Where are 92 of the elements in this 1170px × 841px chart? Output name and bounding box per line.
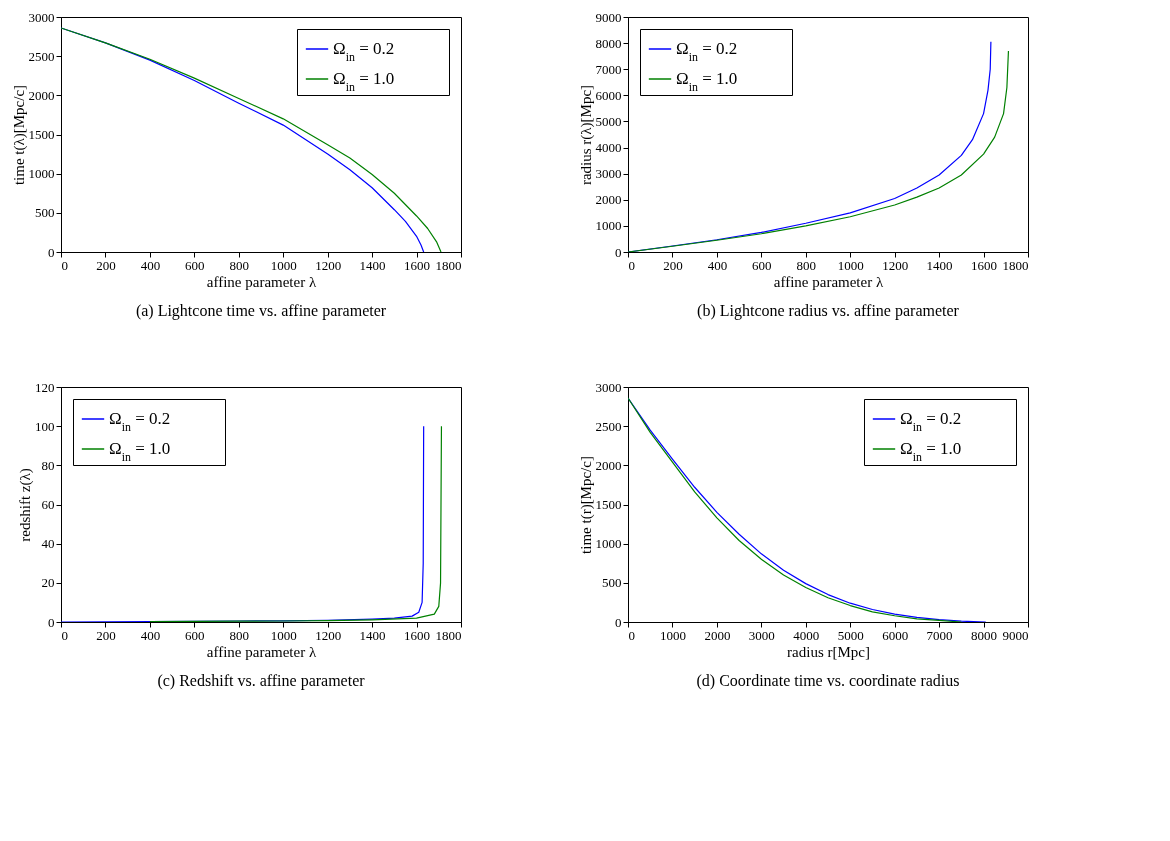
x-tick-label: 1000 [659,627,686,643]
y-tick-label: 9000 [595,9,622,25]
x-tick-label: 800 [796,257,817,273]
y-tick-label: 1000 [595,536,622,552]
x-tick-label: 600 [185,257,205,273]
y-tick-label: 1500 [595,497,622,512]
legend-label: Ω$_{in}$ = 1.0 [900,439,962,464]
x-axis-title: affine parameter λ [206,273,317,290]
x-tick-label: 2000 [704,627,731,643]
y-tick-label: 0 [615,244,622,260]
text: (b) Lightcone radius vs. affine parameter [697,302,960,320]
x-tick-label: 200 [96,257,116,273]
x-tick-label: 1800 [435,627,462,643]
legend-label: Ω$_{in}$ = 1.0 [676,69,738,94]
x-tick-label: 1600 [404,257,431,273]
x-tick-label: 200 [663,257,683,273]
x-tick-label: 7000 [926,627,953,643]
x-tick-label: 1800 [1002,257,1029,273]
x-tick-label: 6000 [882,627,909,643]
legend-label: Ω$_{in}$ = 0.2 [900,409,962,434]
x-tick-label: 1000 [270,257,297,273]
y-tick-label: 40 [41,536,55,552]
x-tick-label: 200 [96,627,116,643]
text: (d) Coordinate time vs. coordinate radius [696,672,960,690]
x-tick-label: 0 [61,627,68,643]
legend-label: Ω$_{in}$ = 0.2 [333,39,395,64]
x-tick-label: 1200 [315,627,342,643]
y-tick-label: 2500 [595,418,622,434]
x-tick-label: 600 [185,627,205,643]
y-tick-label: 2000 [595,457,622,473]
y-tick-label: 3000 [28,9,55,25]
x-tick-label: 800 [229,257,250,273]
x-tick-label: 600 [752,257,772,273]
y-tick-label: 2000 [28,87,55,103]
y-tick-label: 80 [41,457,55,473]
y-axis-title: time t(r)[Mpc/c] [577,456,595,554]
x-tick-label: 1000 [837,257,864,273]
x-tick-label: 1400 [359,257,386,273]
x-tick-label: 4000 [793,627,820,643]
x-tick-label: 400 [140,257,161,273]
x-tick-label: 0 [628,627,635,643]
y-tick-label: 4000 [595,140,622,156]
y-tick-label: 2000 [595,192,622,208]
x-tick-label: 0 [61,257,68,273]
x-tick-label: 9000 [1002,627,1029,643]
y-tick-label: 100 [35,418,55,434]
y-tick-label: 500 [602,575,622,591]
y-tick-label: 7000 [595,61,622,77]
x-tick-label: 400 [140,627,161,643]
x-axis-title: radius r[Mpc] [787,643,870,660]
y-axis-title: time t(λ)[Mpc/c] [10,84,28,186]
x-tick-label: 1000 [270,627,297,643]
y-axis-title: radius r(λ)[Mpc] [577,84,595,186]
x-tick-label: 1400 [359,627,386,643]
x-tick-label: 800 [229,627,250,643]
x-tick-label: 3000 [748,627,775,643]
y-tick-label: 5000 [595,113,622,129]
y-tick-label: 20 [41,575,55,591]
line-series [149,425,443,622]
y-tick-label: 2500 [28,48,55,64]
x-tick-label: 8000 [971,627,998,643]
y-tick-label: 3000 [595,166,622,182]
y-tick-label: 0 [48,614,55,630]
x-tick-label: 400 [707,257,728,273]
y-tick-label: 8000 [595,35,622,51]
y-tick-label: 1000 [595,218,622,234]
legend-label: Ω$_{in}$ = 0.2 [676,39,738,64]
y-tick-label: 1500 [28,127,55,142]
x-tick-label: 1400 [926,257,953,273]
y-tick-label: 120 [35,379,55,395]
legend-label: Ω$_{in}$ = 1.0 [333,69,395,94]
x-axis-title: affine parameter λ [773,273,884,290]
y-tick-label: 0 [615,614,622,630]
text: (a) Lightcone time vs. affine parameter [135,302,387,320]
x-tick-label: 1200 [315,257,342,273]
y-tick-label: 0 [48,244,55,260]
x-tick-label: 1200 [882,257,909,273]
y-tick-label: 500 [35,205,55,221]
y-axis-title: redshift z(λ) [17,468,34,542]
x-tick-label: 1600 [971,257,998,273]
x-tick-label: 5000 [837,627,864,643]
y-tick-label: 6000 [595,87,622,103]
y-tick-label: 3000 [595,379,622,395]
legend-label: Ω$_{in}$ = 1.0 [109,439,171,464]
y-tick-label: 1000 [28,166,55,182]
x-tick-label: 1600 [404,627,431,643]
x-axis-title: affine parameter λ [206,643,317,660]
y-tick-label: 60 [41,497,55,512]
legend-label: Ω$_{in}$ = 0.2 [109,409,171,434]
x-tick-label: 1800 [435,257,462,273]
x-tick-label: 0 [628,257,635,273]
text: (c) Redshift vs. affine parameter [157,672,366,690]
